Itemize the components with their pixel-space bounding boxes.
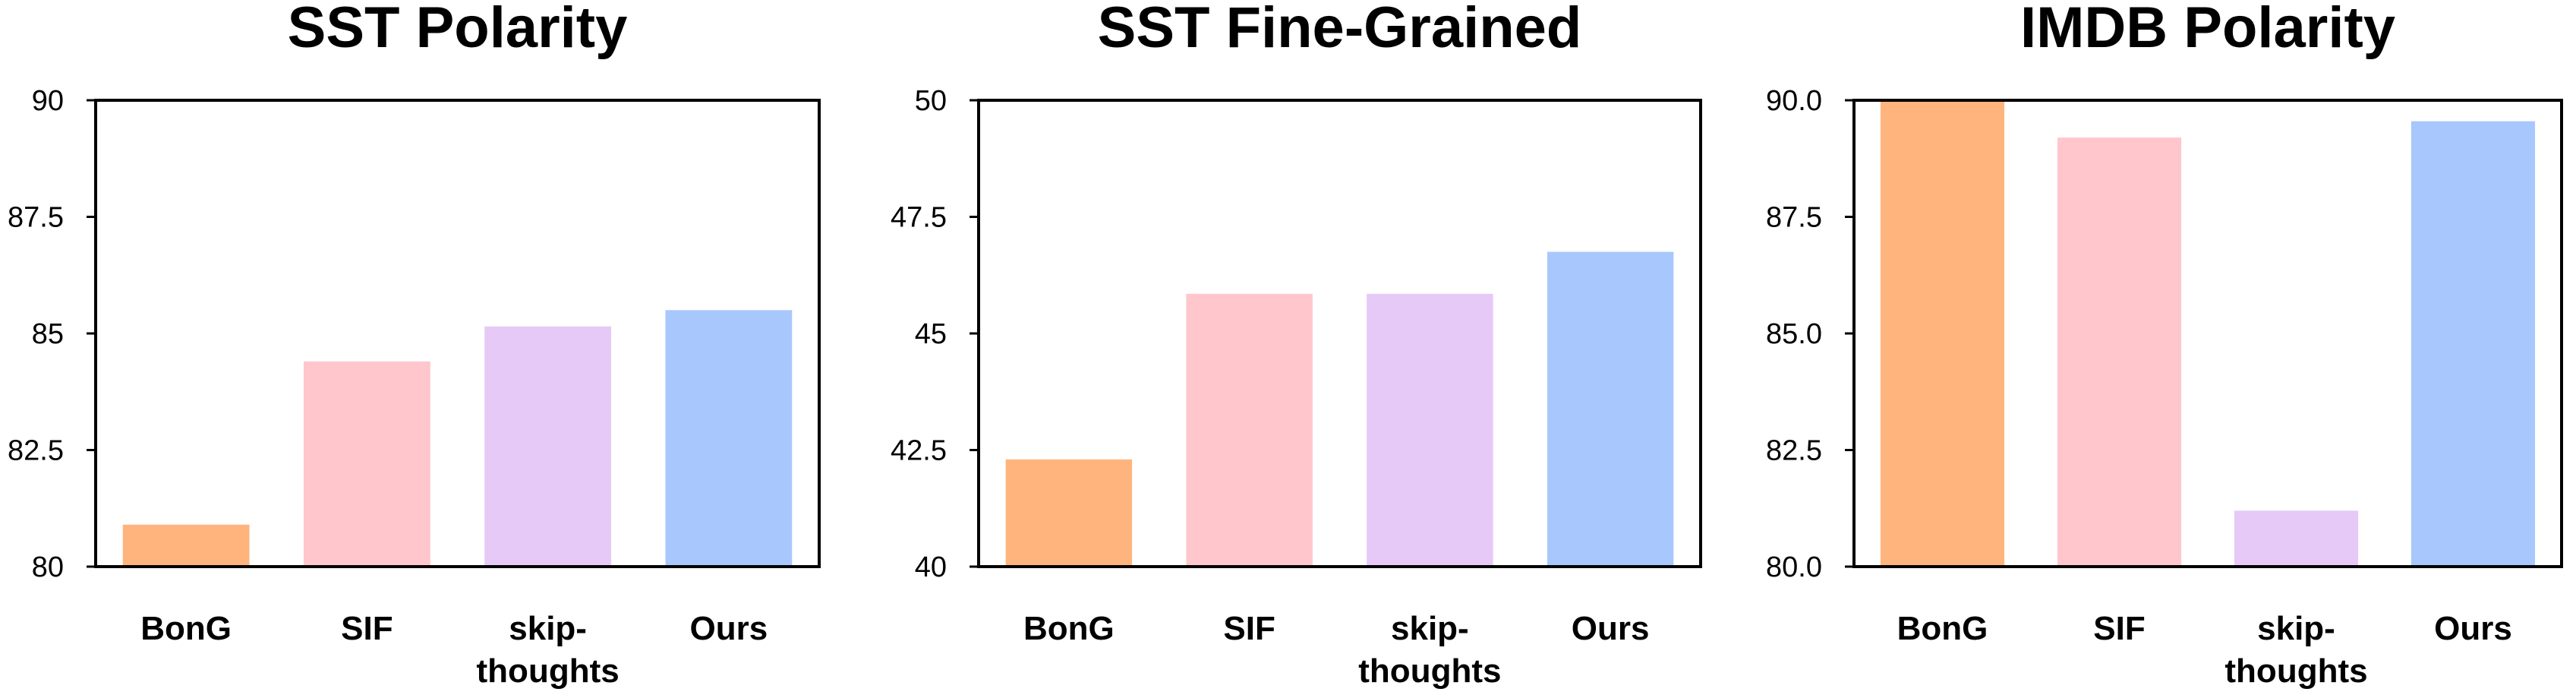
x-tick-line: Ours: [2434, 610, 2512, 647]
x-tick-label: Ours: [690, 610, 768, 647]
x-tick-line: SIF: [1223, 610, 1275, 647]
x-tick-label: Ours: [2434, 610, 2512, 647]
y-tick-label: 90: [32, 85, 64, 117]
y-tick-label: 85.0: [1766, 318, 1822, 350]
y-tick-label: 47.5: [891, 202, 947, 234]
x-tick-line: Ours: [690, 610, 768, 647]
y-tick-label: 50: [915, 85, 947, 117]
plot-frame: [1852, 99, 2563, 568]
chart-panel-1: SST Polarity BonG SIF skip-thoughts Ours 80 82…: [8, 0, 821, 690]
y-tick-label: 45: [915, 318, 947, 350]
chart-title: IMDB Polarity: [2020, 0, 2395, 60]
bar-skip-thoughts: [2234, 510, 2359, 567]
bar-ours: [665, 310, 793, 567]
bar-ours: [1547, 251, 1674, 567]
x-tick-label: SIF: [1223, 610, 1275, 647]
x-tick-line: thoughts: [1358, 652, 1501, 690]
x-tick-label: skip-thoughts: [1358, 610, 1501, 690]
bar-bong: [1005, 459, 1133, 567]
chart-panel-3: IMDB Polarity BonG SIF skip-thoughts Ours 80.…: [1766, 0, 2563, 690]
x-tick-line: skip-: [509, 610, 587, 647]
plot-frame: [94, 99, 821, 568]
x-tick-line: BonG: [1023, 610, 1115, 647]
x-tick-line: SIF: [341, 610, 393, 647]
x-tick-label: SIF: [341, 610, 393, 647]
y-tick-label: 42.5: [891, 435, 947, 467]
x-tick-line: BonG: [1897, 610, 1988, 647]
x-tick-line: skip-: [1391, 610, 1469, 647]
bar-skip-thoughts: [1367, 293, 1493, 567]
x-tick-label: Ours: [1572, 610, 1650, 647]
y-tick-label: 82.5: [1766, 435, 1822, 467]
bar-bong: [122, 524, 250, 567]
y-tick-label: 40: [915, 551, 947, 583]
bar-sif: [1186, 293, 1313, 567]
chart-title: SST Polarity: [288, 0, 628, 60]
x-tick-label: SIF: [2093, 610, 2145, 647]
chart-title: SST Fine-Grained: [1098, 0, 1582, 60]
y-tick-label: 87.5: [1766, 202, 1822, 234]
bar-skip-thoughts: [484, 326, 612, 567]
chart-panel-2: SST Fine-Grained BonG SIF skip-thoughts Ours…: [891, 0, 1702, 690]
x-tick-line: skip-: [2257, 610, 2335, 647]
x-tick-line: Ours: [1572, 610, 1650, 647]
y-tick-label: 80.0: [1766, 551, 1822, 583]
x-tick-line: BonG: [140, 610, 232, 647]
y-tick-label: 87.5: [8, 202, 64, 234]
x-tick-line: thoughts: [477, 652, 620, 690]
bar-sif: [303, 361, 430, 567]
x-tick-line: SIF: [2093, 610, 2145, 647]
y-tick-label: 85: [32, 318, 64, 350]
y-tick-label: 80: [32, 551, 64, 583]
x-tick-label: BonG: [1897, 610, 1988, 647]
y-tick-label: 82.5: [8, 435, 64, 467]
x-tick-label: skip-thoughts: [2224, 610, 2367, 690]
bar-sif: [2057, 137, 2182, 567]
x-tick-label: BonG: [1023, 610, 1115, 647]
bar-bong: [1880, 100, 2005, 567]
x-tick-line: thoughts: [2224, 652, 2367, 690]
y-tick-label: 90.0: [1766, 85, 1822, 117]
x-tick-label: BonG: [140, 610, 232, 647]
x-tick-label: skip-thoughts: [477, 610, 620, 690]
bar-ours: [2410, 121, 2536, 567]
plot-frame: [977, 99, 1702, 568]
